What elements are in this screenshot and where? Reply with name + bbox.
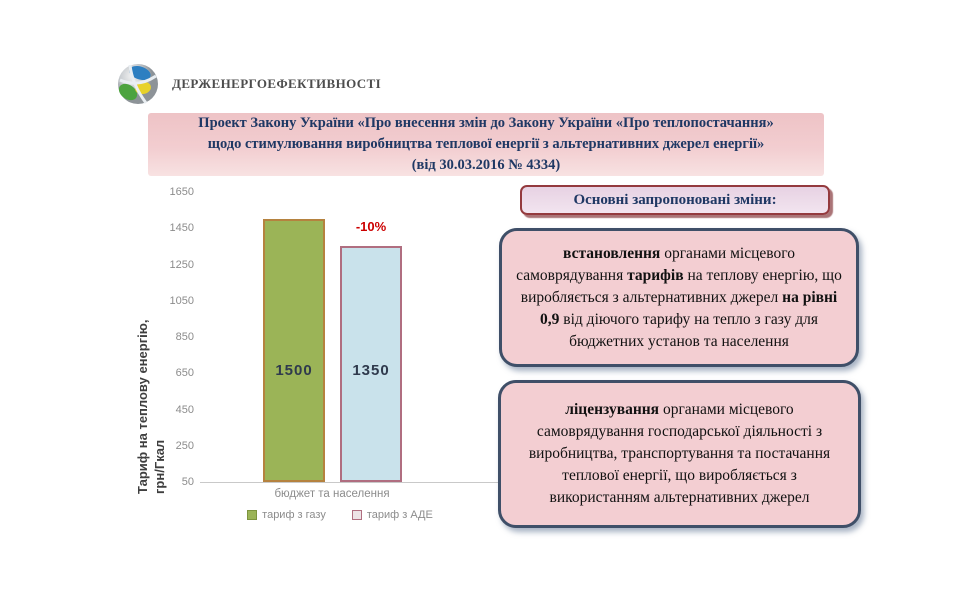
legend-item: тариф з АДЕ [351, 509, 433, 521]
changes-header-box: Основні запропоновані зміни: [520, 185, 830, 215]
text-segment: на теплову енергію, що виробляється з ал… [520, 266, 842, 306]
legend-label: тариф з АДЕ [366, 509, 433, 521]
y-tick-label: 1050 [169, 294, 194, 307]
text-segment: на рівні 0,9 [540, 288, 838, 328]
bar-chart-plot-area: 1500 1350 -10% [200, 192, 620, 483]
y-tick-label: 50 [181, 476, 194, 488]
y-tick-label: 1450 [169, 222, 194, 235]
legend-swatch-icon [351, 510, 362, 520]
text-segment: ліцензування [565, 401, 663, 418]
bar-gas-tariff [263, 219, 325, 482]
chart-legend: тариф з газу тариф з АДЕ [200, 509, 480, 521]
bar-value-label: 1350 [352, 362, 390, 379]
text-segment: тарифів [627, 266, 688, 284]
slide-title: Проект Закону України «Про внесення змін… [198, 114, 774, 174]
slide-title-banner: Проект Закону України «Про внесення змін… [148, 113, 824, 176]
change-box-licensing-text: ліцензування органами місцевого самовряд… [515, 399, 844, 509]
globe-logo-icon [118, 64, 158, 104]
change-box-licensing: ліцензування органами місцевого самовряд… [498, 380, 861, 528]
text-segment: від діючого тарифу на тепло з газу для б… [563, 310, 818, 350]
y-tick-label: 1650 [169, 186, 194, 198]
percent-change-annotation: -10% [355, 219, 387, 235]
y-tick-label: 1250 [169, 258, 194, 271]
legend-swatch-icon [247, 510, 258, 520]
x-axis-category-label: бюджет та населення [274, 488, 390, 500]
y-tick-label: 450 [175, 403, 194, 416]
y-tick-label: 850 [175, 331, 194, 343]
y-tick-label: 650 [175, 367, 194, 380]
changes-header-text: Основні запропоновані зміни: [573, 191, 777, 208]
bar-ade-tariff [340, 246, 402, 482]
y-axis-ticks: 1650 1450 1250 1050 850 650 450 250 50 [148, 186, 194, 488]
text-segment: органами місцевого самоврядування господ… [528, 401, 831, 506]
agency-logo: Держенергоефективності [116, 62, 381, 106]
bar-value-label: 1500 [275, 362, 313, 379]
y-tick-label: 250 [175, 439, 194, 452]
agency-name: Держенергоефективності [172, 76, 382, 91]
change-box-tariffs-text: встановлення органами місцевого самовряд… [516, 243, 842, 353]
change-box-tariffs: встановлення органами місцевого самовряд… [499, 228, 859, 367]
text-segment: органами місцевого самоврядування [516, 244, 795, 284]
legend-item: тариф з газу [247, 509, 326, 521]
text-segment: встановлення [563, 244, 665, 262]
legend-label: тариф з газу [262, 509, 326, 521]
